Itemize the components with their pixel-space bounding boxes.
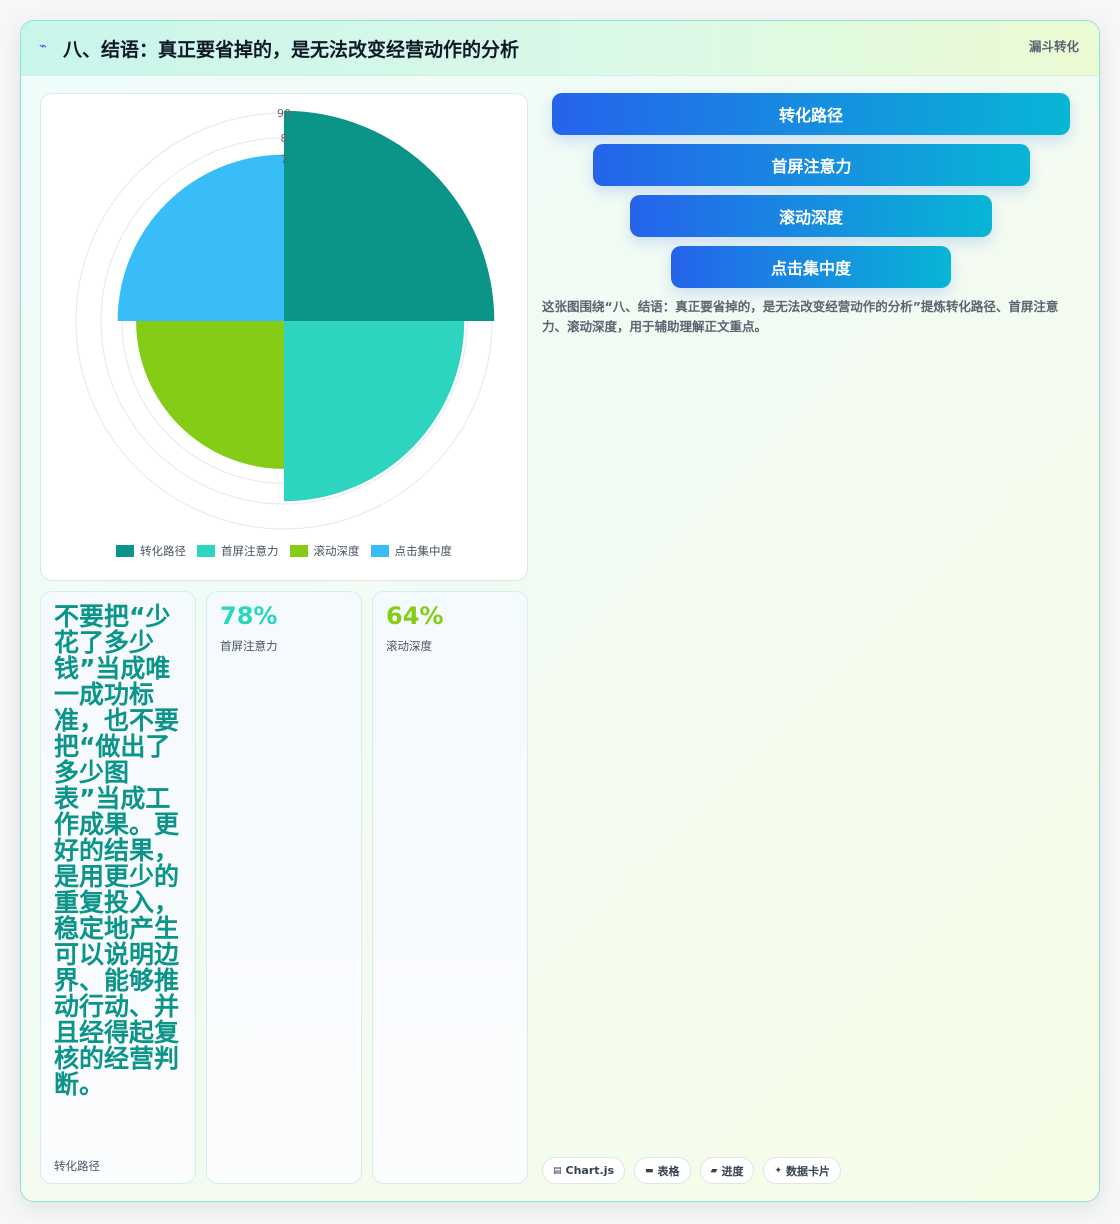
- page-title: 八、结语：真正要省掉的，是无法改变经营动作的分析: [63, 39, 520, 61]
- legend-item[interactable]: 首屏注意力: [197, 543, 279, 559]
- funnel-step-3[interactable]: 滚动深度: [630, 195, 992, 237]
- stat-label: 滚动深度: [386, 639, 432, 653]
- legend-label: 首屏注意力: [221, 544, 279, 558]
- funnel-step-2[interactable]: 首屏注意力: [593, 144, 1030, 186]
- stat-label: 首屏注意力: [220, 639, 278, 653]
- badge-label: 表格: [657, 1164, 680, 1178]
- progress-icon: ▰: [710, 1165, 718, 1176]
- tick-label: 8: [281, 132, 288, 145]
- stat-value: 78%: [220, 602, 278, 630]
- stat-card-scroll: 64% 滚动深度: [372, 591, 528, 1184]
- sector-4[interactable]: [117, 154, 284, 321]
- badge-chartjs[interactable]: ▤ Chart.js: [542, 1157, 626, 1184]
- lightning-icon: ⌁: [39, 39, 47, 54]
- sector-3[interactable]: [136, 321, 284, 469]
- tech-badges: ▤ Chart.js ▬ 表格 ▰ 进度 ✦ 数据卡片: [542, 1157, 842, 1184]
- badge-label: 数据卡片: [786, 1164, 831, 1178]
- badge-data-card[interactable]: ✦ 数据卡片: [763, 1157, 842, 1184]
- legend-label: 点击集中度: [394, 544, 453, 558]
- legend-swatch: [370, 545, 389, 557]
- stat-label: 转化路径: [54, 1159, 100, 1173]
- tick-label: 90: [277, 107, 291, 120]
- stat-card-attention: 78% 首屏注意力: [206, 591, 362, 1184]
- legend-label: 转化路径: [140, 544, 186, 558]
- sector-1[interactable]: [284, 110, 495, 321]
- tick-label: 7: [281, 153, 288, 166]
- polar-area-chart: 90 8 7 转化路径 首屏注意力 滚动深度 点击集中度: [40, 93, 528, 581]
- badge-label: 进度: [721, 1164, 744, 1178]
- stat-value: 不要把“少花了多少钱”当成唯一成功标准，也不要把“做出了多少图表”当成工作成果。…: [54, 602, 180, 1099]
- funnel-card: ⌁ 八、结语：真正要省掉的，是无法改变经营动作的分析 漏斗转化 90 8 7 转化路…: [20, 20, 1100, 1202]
- stat-card-conversion: 不要把“少花了多少钱”当成唯一成功标准，也不要把“做出了多少图表”当成工作成果。…: [40, 591, 196, 1184]
- badge-table[interactable]: ▬ 表格: [634, 1157, 691, 1184]
- category-tag: 漏斗转化: [1028, 39, 1079, 54]
- badge-label: Chart.js: [565, 1164, 615, 1177]
- chart-icon: ▤: [553, 1165, 562, 1176]
- legend-item[interactable]: 转化路径: [116, 543, 186, 559]
- legend-swatch: [289, 545, 308, 557]
- sparkle-icon: ✦: [774, 1165, 783, 1176]
- card-header: ⌁ 八、结语：真正要省掉的，是无法改变经营动作的分析 漏斗转化: [21, 21, 1099, 76]
- legend-item[interactable]: 点击集中度: [370, 543, 453, 559]
- funnel-step-1[interactable]: 转化路径: [552, 93, 1070, 135]
- legend-item[interactable]: 滚动深度: [289, 543, 360, 559]
- legend-label: 滚动深度: [313, 544, 360, 558]
- legend-swatch: [197, 545, 215, 557]
- table-icon: ▬: [645, 1165, 654, 1176]
- sector-2[interactable]: [284, 321, 465, 502]
- polar-chart-svg: 90 8 7: [75, 107, 495, 530]
- stat-value: 64%: [386, 602, 444, 630]
- legend-swatch: [116, 545, 134, 557]
- badge-progress[interactable]: ▰ 进度: [699, 1157, 755, 1184]
- funnel-caption: 这张图围绕“八、结语：真正要省掉的，是无法改变经营动作的分析”提炼转化路径、首屏…: [542, 299, 1059, 334]
- chart-legend: 转化路径 首屏注意力 滚动深度 点击集中度: [41, 543, 527, 559]
- funnel-step-4[interactable]: 点击集中度: [671, 246, 951, 288]
